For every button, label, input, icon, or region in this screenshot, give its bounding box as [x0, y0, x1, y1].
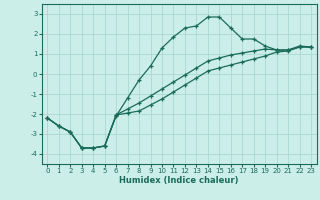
X-axis label: Humidex (Indice chaleur): Humidex (Indice chaleur)	[119, 176, 239, 185]
